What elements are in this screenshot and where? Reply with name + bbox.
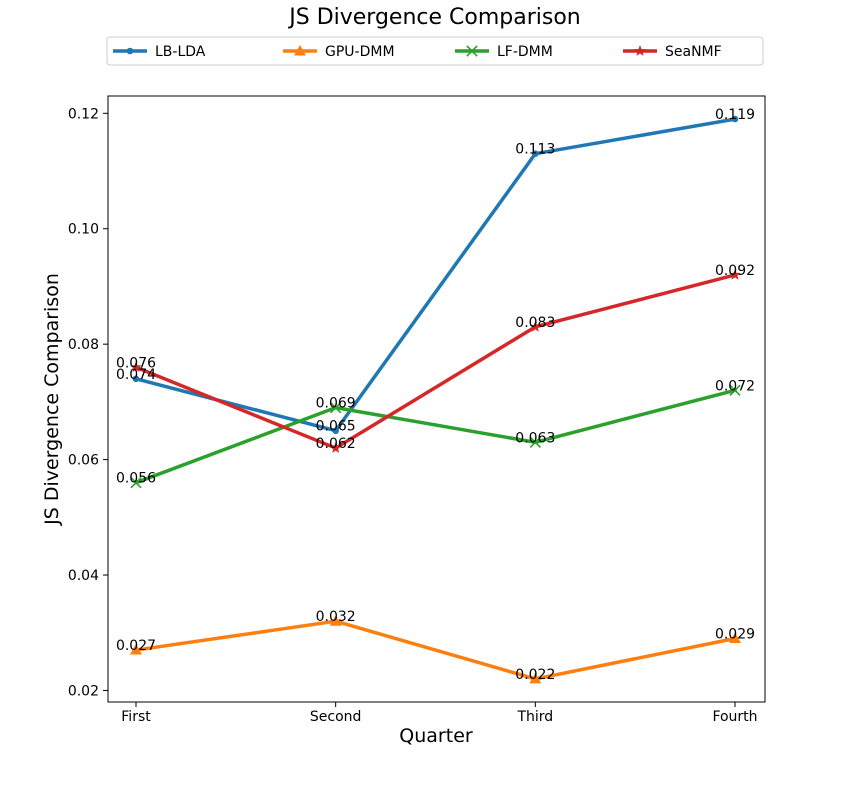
legend-label: LF-DMM (497, 44, 553, 60)
data-point-seanmf (130, 361, 142, 373)
data-label: 0.092 (715, 263, 755, 279)
series-lf-dmm (130, 384, 741, 489)
data-point-lf-dmm (529, 436, 541, 448)
legend-marker (126, 47, 134, 55)
data-label: 0.063 (515, 430, 555, 446)
data-label: 0.065 (316, 419, 356, 435)
data-label: 0.083 (515, 315, 555, 331)
y-axis-label: JS Divergence Comparison (41, 273, 63, 526)
series-line-lf-dmm (134, 388, 737, 485)
data-point-lb-lda (731, 115, 739, 123)
data-point-gpu-dmm (329, 615, 342, 626)
x-tick-label: Fourth (712, 709, 757, 725)
data-point-gpu-dmm (529, 672, 542, 684)
y-tick-label: 0.04 (68, 568, 99, 584)
data-label: 0.027 (116, 638, 156, 654)
x-axis-label: Quarter (399, 725, 473, 747)
data-label: 0.032 (316, 609, 356, 625)
data-point-lb-lda (132, 375, 140, 383)
data-labels: 0.074 0.065 0.113 0.119 0.027 0.032 0.022 0.029… (116, 107, 755, 683)
series-lb-lda (132, 115, 739, 435)
data-label: 0.022 (515, 667, 555, 683)
x-tick-label: Third (516, 709, 553, 725)
data-label: 0.056 (116, 471, 156, 487)
data-label: 0.113 (515, 142, 555, 158)
data-label: 0.072 (715, 378, 755, 394)
data-point-lf-dmm (330, 401, 342, 414)
y-axis: 0.02 0.04 0.06 0.08 0.10 0.12 (68, 106, 108, 699)
y-tick-label: 0.06 (68, 453, 99, 469)
series-lines (130, 115, 741, 684)
data-label: 0.074 (116, 367, 156, 383)
legend-marker (634, 45, 646, 56)
series-seanmf (130, 268, 741, 453)
series-line-lb-lda (134, 117, 737, 433)
data-point-lb-lda (332, 427, 339, 435)
data-label: 0.062 (316, 436, 356, 452)
data-point-seanmf (729, 268, 741, 280)
legend-box (106, 36, 764, 66)
y-tick-label: 0.02 (68, 683, 99, 699)
y-tick-label: 0.12 (68, 106, 99, 122)
x-tick-label: Second (310, 709, 362, 725)
legend: LB-LDA GPU-DMM LF-DMM SeaNMF (106, 36, 764, 66)
series-gpu-dmm (130, 615, 741, 684)
series-line-gpu-dmm (134, 619, 737, 681)
data-point-lf-dmm (130, 477, 142, 489)
data-label: 0.076 (116, 355, 156, 371)
data-label: 0.119 (715, 107, 755, 123)
legend-marker (294, 45, 306, 56)
data-point-gpu-dmm (729, 632, 741, 644)
legend-label: GPU-DMM (325, 44, 395, 60)
chart-title: JS Divergence Comparison (287, 5, 581, 30)
legend-label: LB-LDA (155, 44, 206, 60)
legend-marker (466, 45, 478, 57)
y-tick-label: 0.10 (68, 222, 99, 238)
series-line-seanmf (134, 273, 737, 450)
legend-entry-gpu-dmm: GPU-DMM (283, 44, 395, 60)
data-label: 0.029 (715, 627, 755, 643)
x-tick-label: First (121, 709, 151, 725)
legend-entry-lb-lda: LB-LDA (113, 44, 206, 60)
legend-entry-seanmf: SeaNMF (623, 44, 722, 60)
x-axis: First Second Third Fourth (121, 702, 758, 725)
legend-label: SeaNMF (665, 44, 722, 60)
data-label: 0.069 (316, 396, 356, 412)
data-point-lb-lda (532, 150, 539, 158)
data-point-gpu-dmm (130, 644, 142, 655)
y-tick-label: 0.08 (68, 337, 99, 353)
legend-entry-lf-dmm: LF-DMM (455, 44, 553, 60)
data-point-seanmf (529, 320, 542, 332)
data-point-lf-dmm (729, 384, 741, 397)
data-point-seanmf (329, 442, 342, 453)
plot-area (107, 95, 766, 703)
